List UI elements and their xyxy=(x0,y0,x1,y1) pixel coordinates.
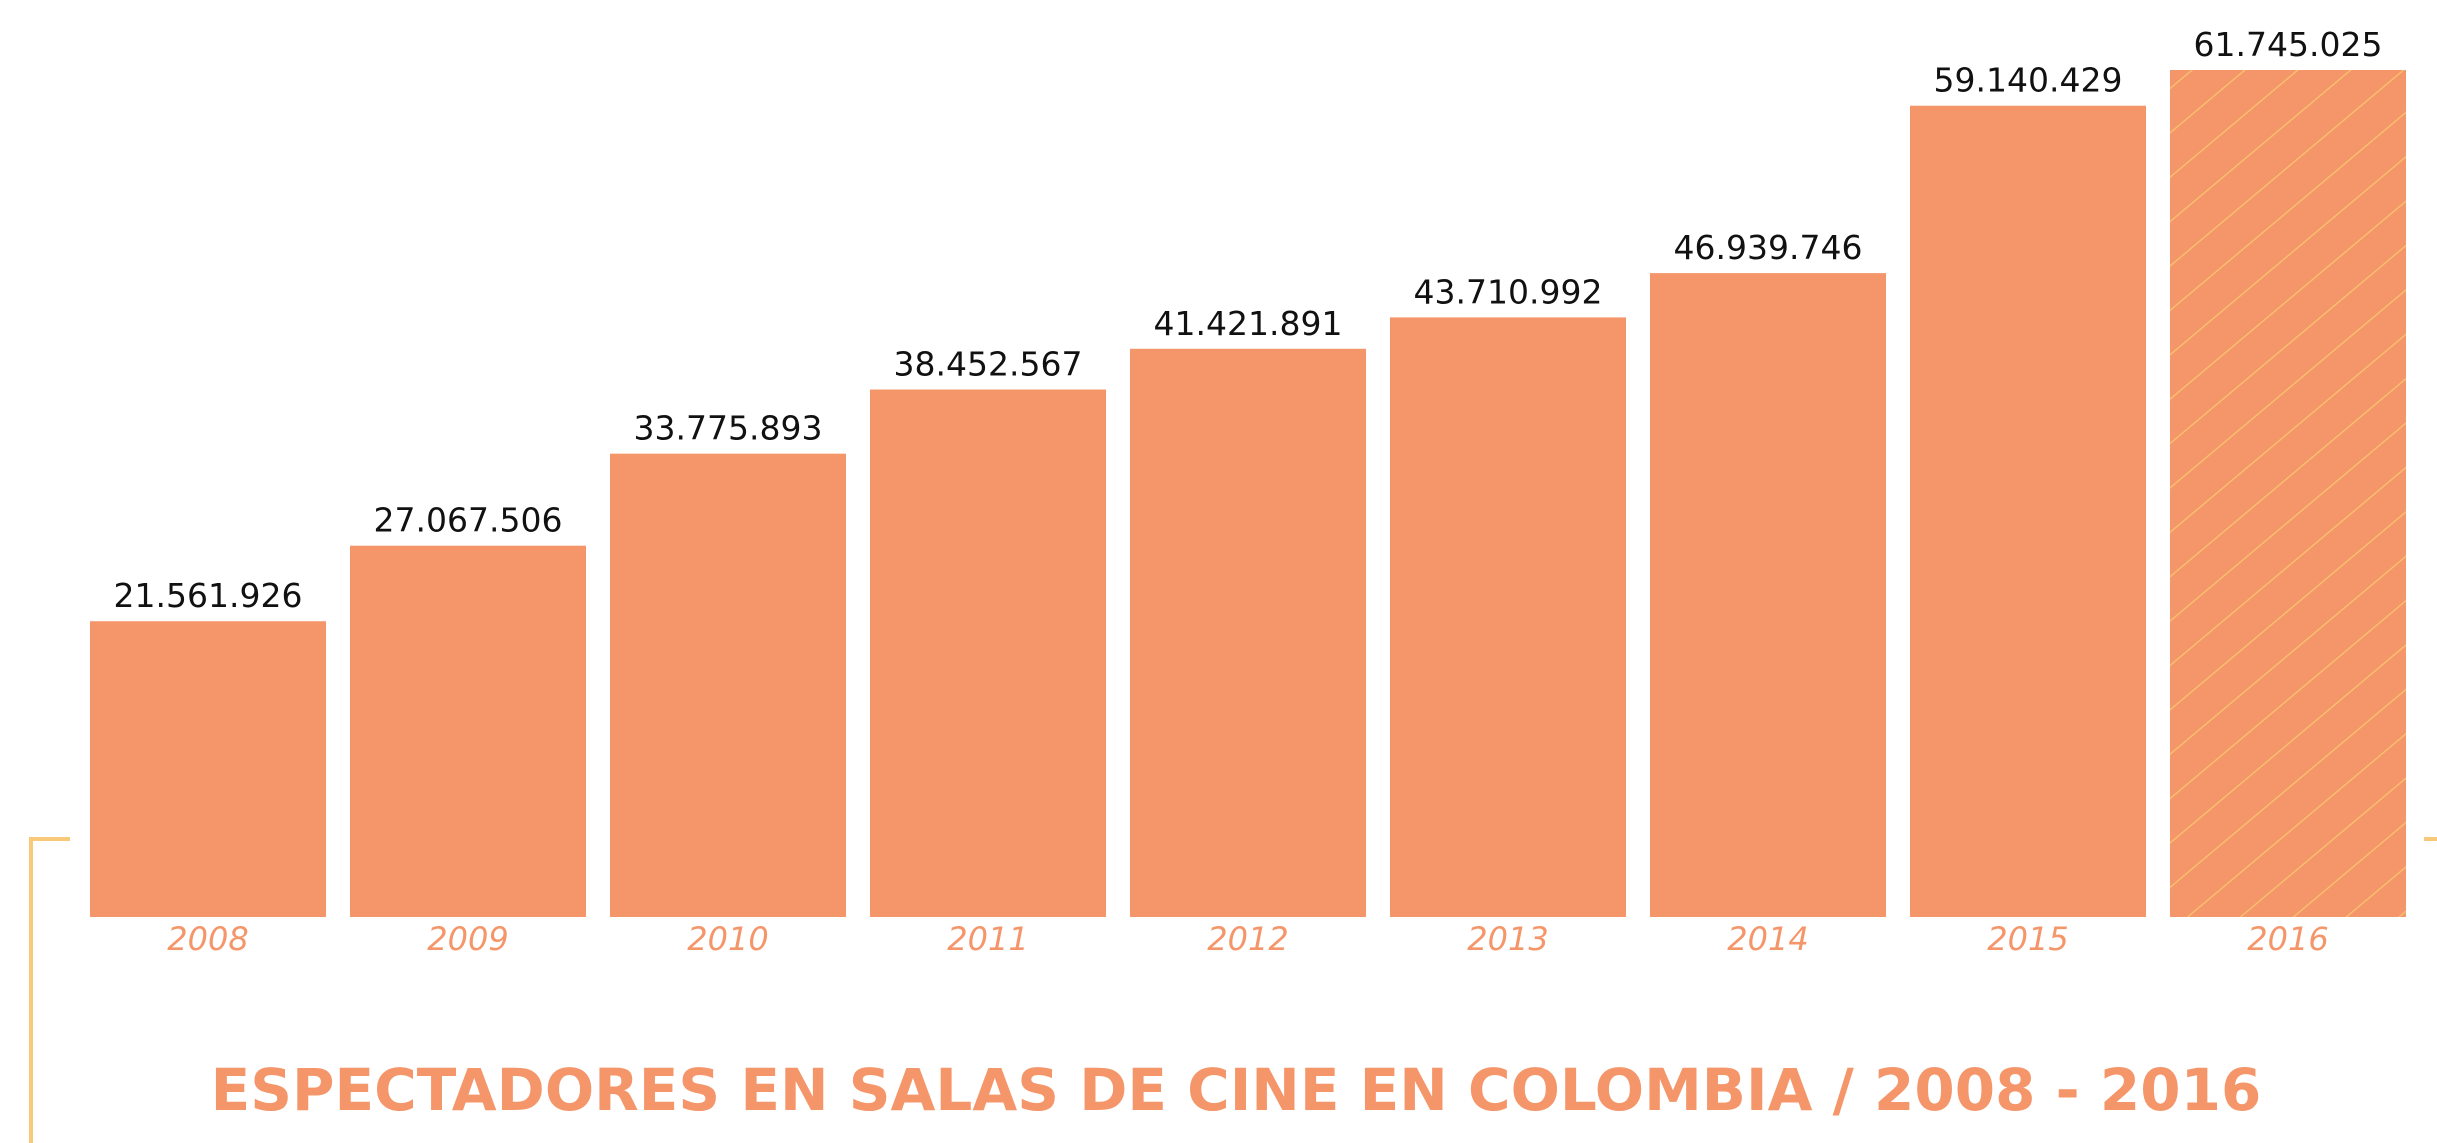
bar xyxy=(1650,273,1886,917)
x-tick-label: 2013 xyxy=(1467,920,1548,958)
bar xyxy=(1130,348,1366,917)
bar xyxy=(90,621,326,917)
bar xyxy=(1390,317,1626,918)
x-tick-label: 2014 xyxy=(1727,920,1808,958)
x-tick-label: 2011 xyxy=(947,920,1028,958)
value-label: 21.561.926 xyxy=(114,576,303,615)
x-tick-label: 2012 xyxy=(1207,920,1288,958)
value-label: 43.710.992 xyxy=(1414,272,1603,311)
value-label: 38.452.567 xyxy=(894,345,1083,384)
bar-hatch xyxy=(2170,70,2406,917)
x-tick-label: 2015 xyxy=(1987,920,2068,958)
bar xyxy=(870,389,1106,917)
x-tick-label: 2009 xyxy=(427,920,508,958)
bar xyxy=(1910,105,2146,918)
value-label: 33.775.893 xyxy=(634,409,823,448)
value-label: 27.067.506 xyxy=(374,501,563,540)
value-label: 46.939.746 xyxy=(1674,228,1863,267)
bracket xyxy=(29,837,70,1143)
bar xyxy=(350,545,586,917)
value-label: 61.745.025 xyxy=(2194,25,2383,64)
chart-title: ESPECTADORES EN SALAS DE CINE EN COLOMBI… xyxy=(211,1056,2262,1124)
bar xyxy=(610,453,846,917)
x-tick-label: 2016 xyxy=(2247,920,2328,958)
value-label: 59.140.429 xyxy=(1934,61,2123,100)
x-tick-label: 2008 xyxy=(167,920,248,958)
x-tick-label: 2010 xyxy=(687,920,768,958)
value-label: 41.421.891 xyxy=(1154,304,1343,343)
